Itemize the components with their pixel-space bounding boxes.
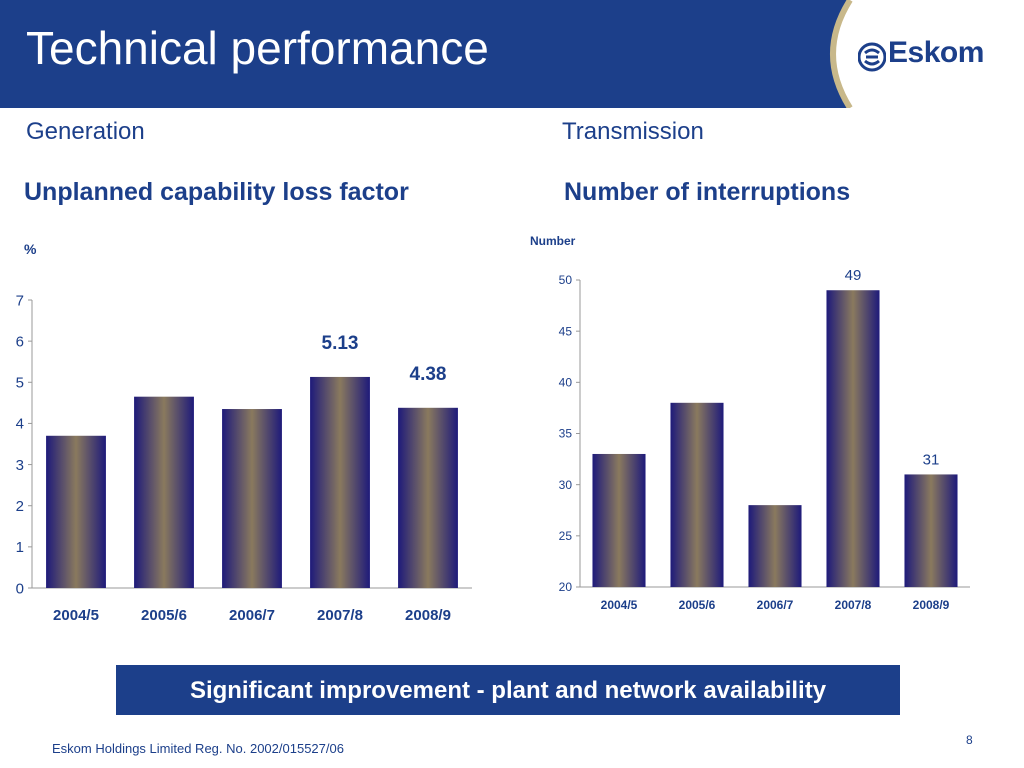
x-tick-label: 2006/7 [229,607,275,624]
bar-2004/5 [592,453,646,587]
bar-2005/6 [670,402,724,587]
page-title: Technical performance [26,22,489,74]
logo-area [822,0,1024,108]
data-label: 4.38 [410,364,447,385]
interruptions-chart: 20 25 30 35 40 45 50 2004/5 2005/6 2006/7 2007/8 49… [559,267,970,612]
chart-2-title: Number of interruptions [564,178,851,206]
x-tick-label: 2008/9 [405,607,451,624]
y-tick-label: 40 [559,376,573,390]
generation-label: Generation [26,118,145,145]
bar-2007/8 [310,376,370,588]
bar-2005/6 [134,396,194,588]
logo-text: Eskom [888,36,984,69]
x-tick-label: 2007/8 [317,607,363,624]
y-tick-label: 20 [559,580,573,594]
y-tick-label: 5 [16,375,24,392]
x-tick-label: 2007/8 [835,598,872,612]
eskom-logo-icon [858,42,886,72]
header-curve [822,0,853,108]
x-tick-label: 2005/6 [141,607,187,624]
chart-1-unit: % [24,241,37,257]
footer-text: Eskom Holdings Limited Reg. No. 2002/015… [52,741,344,756]
data-label: 49 [845,267,862,284]
y-tick-label: 6 [16,333,24,350]
y-tick-label: 4 [16,416,24,433]
header-bar [0,0,850,108]
y-tick-label: 50 [559,273,573,287]
y-tick-label: 3 [16,457,24,474]
y-tick-label: 0 [16,580,24,597]
page-number: 8 [966,733,973,747]
y-tick-label: 1 [16,539,24,556]
y-tick-label: 2 [16,498,24,515]
chart-1-title: Unplanned capability loss factor [24,178,409,206]
x-tick-label: 2008/9 [913,598,950,612]
bar-2008/9 [398,407,458,588]
x-tick-label: 2005/6 [679,598,716,612]
x-tick-label: 2004/5 [601,598,638,612]
data-label: 31 [923,451,940,468]
bar-2006/7 [748,505,802,587]
x-tick-label: 2006/7 [757,598,794,612]
y-tick-label: 35 [559,427,573,441]
bar-2004/5 [46,435,106,588]
bar-2006/7 [222,409,282,588]
summary-banner: Significant improvement - plant and netw… [116,665,900,715]
bar-2008/9 [904,474,958,587]
loss-factor-chart: 0 1 2 3 4 5 6 7 2004/5 2005/6 2006/7 2007/8 5.13 2008… [16,292,472,624]
y-tick-label: 30 [559,478,573,492]
transmission-label: Transmission [562,118,704,145]
bar-2007/8 [826,290,880,587]
x-tick-label: 2004/5 [53,607,99,624]
y-tick-label: 7 [16,292,24,309]
data-label: 5.13 [322,333,359,354]
eskom-logo: Eskom [858,36,998,76]
y-tick-label: 45 [559,324,573,338]
y-tick-label: 25 [559,529,573,543]
chart-2-unit: Number [530,234,576,248]
